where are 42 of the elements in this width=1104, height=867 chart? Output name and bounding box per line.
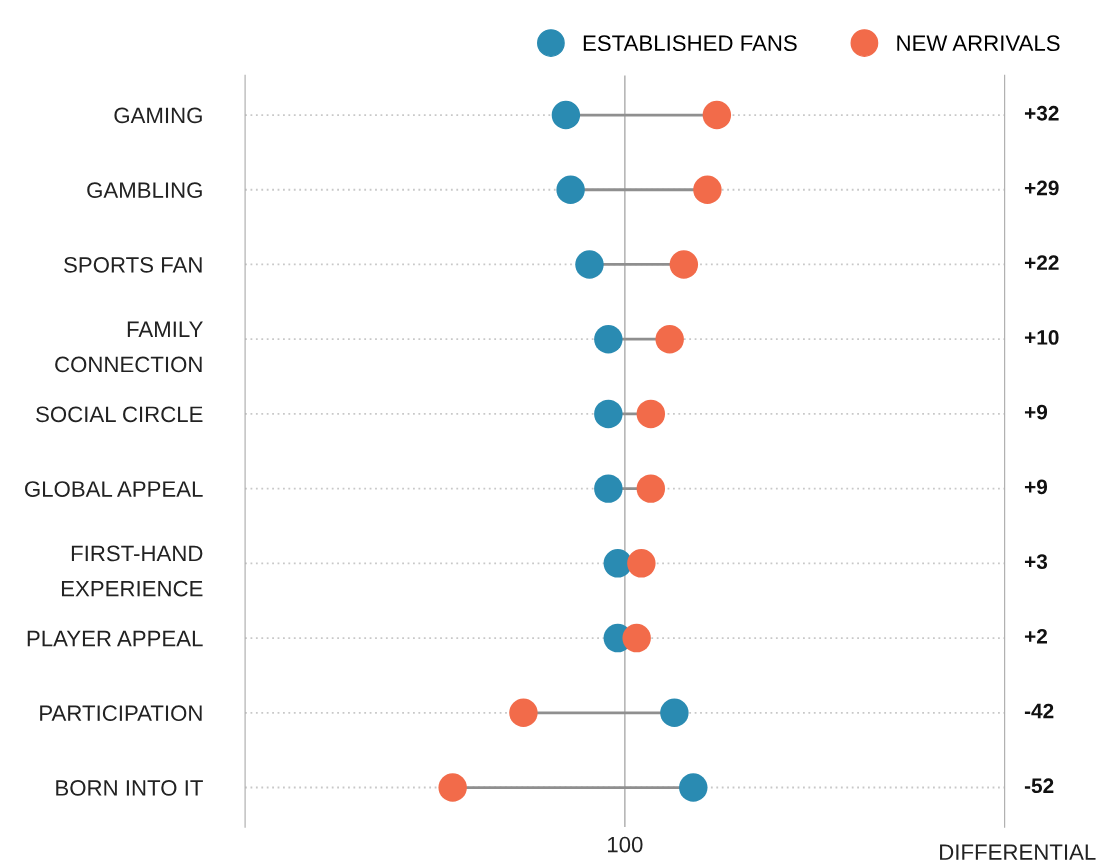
text: +32 xyxy=(1024,105,1059,121)
point xyxy=(679,773,708,802)
legend-label: ESTABLISHED FANS xyxy=(583,35,797,52)
text: 100 xyxy=(608,836,643,853)
point xyxy=(594,474,623,503)
point xyxy=(669,250,699,279)
y-tick-label: SPORTS FAN xyxy=(64,257,202,273)
y-tick-label: FIRST-HAND EXPERIENCE xyxy=(61,545,203,597)
point xyxy=(627,549,656,578)
text: -42 xyxy=(1024,703,1054,719)
text: +10 xyxy=(1024,330,1059,345)
y-tick-label: PLAYER APPEAL xyxy=(27,630,203,647)
point xyxy=(509,698,538,728)
text: +9 xyxy=(1024,479,1048,495)
text: -52 xyxy=(1024,778,1054,794)
y-tick-label: BORN INTO IT xyxy=(56,780,203,796)
point xyxy=(556,175,585,204)
y-tick-label: GAMING xyxy=(114,107,202,124)
y-tick-label: FAMILY CONNECTION xyxy=(55,321,203,373)
point xyxy=(594,399,623,429)
y-tick-label: PARTICIPATION xyxy=(40,705,202,722)
text: +29 xyxy=(1024,180,1059,196)
text: +3 xyxy=(1024,554,1048,569)
text: +2 xyxy=(1024,628,1047,644)
text: +9 xyxy=(1024,404,1048,420)
point xyxy=(702,100,732,130)
point xyxy=(438,773,467,802)
point xyxy=(575,250,604,279)
y-tick-label: GLOBAL APPEAL xyxy=(25,481,203,497)
y-tick-label: SOCIAL CIRCLE xyxy=(36,406,203,423)
point xyxy=(693,175,722,204)
point xyxy=(636,474,666,503)
point xyxy=(660,698,689,728)
point xyxy=(636,399,666,429)
text: +22 xyxy=(1024,255,1059,270)
point xyxy=(551,100,581,130)
y-tick-label: GAMBLING xyxy=(87,182,202,199)
text: DIFFERENTIAL xyxy=(940,844,1096,860)
point xyxy=(655,324,684,354)
point xyxy=(594,324,623,354)
point xyxy=(622,623,651,653)
legend-label: NEW ARRIVALS xyxy=(897,35,1060,52)
